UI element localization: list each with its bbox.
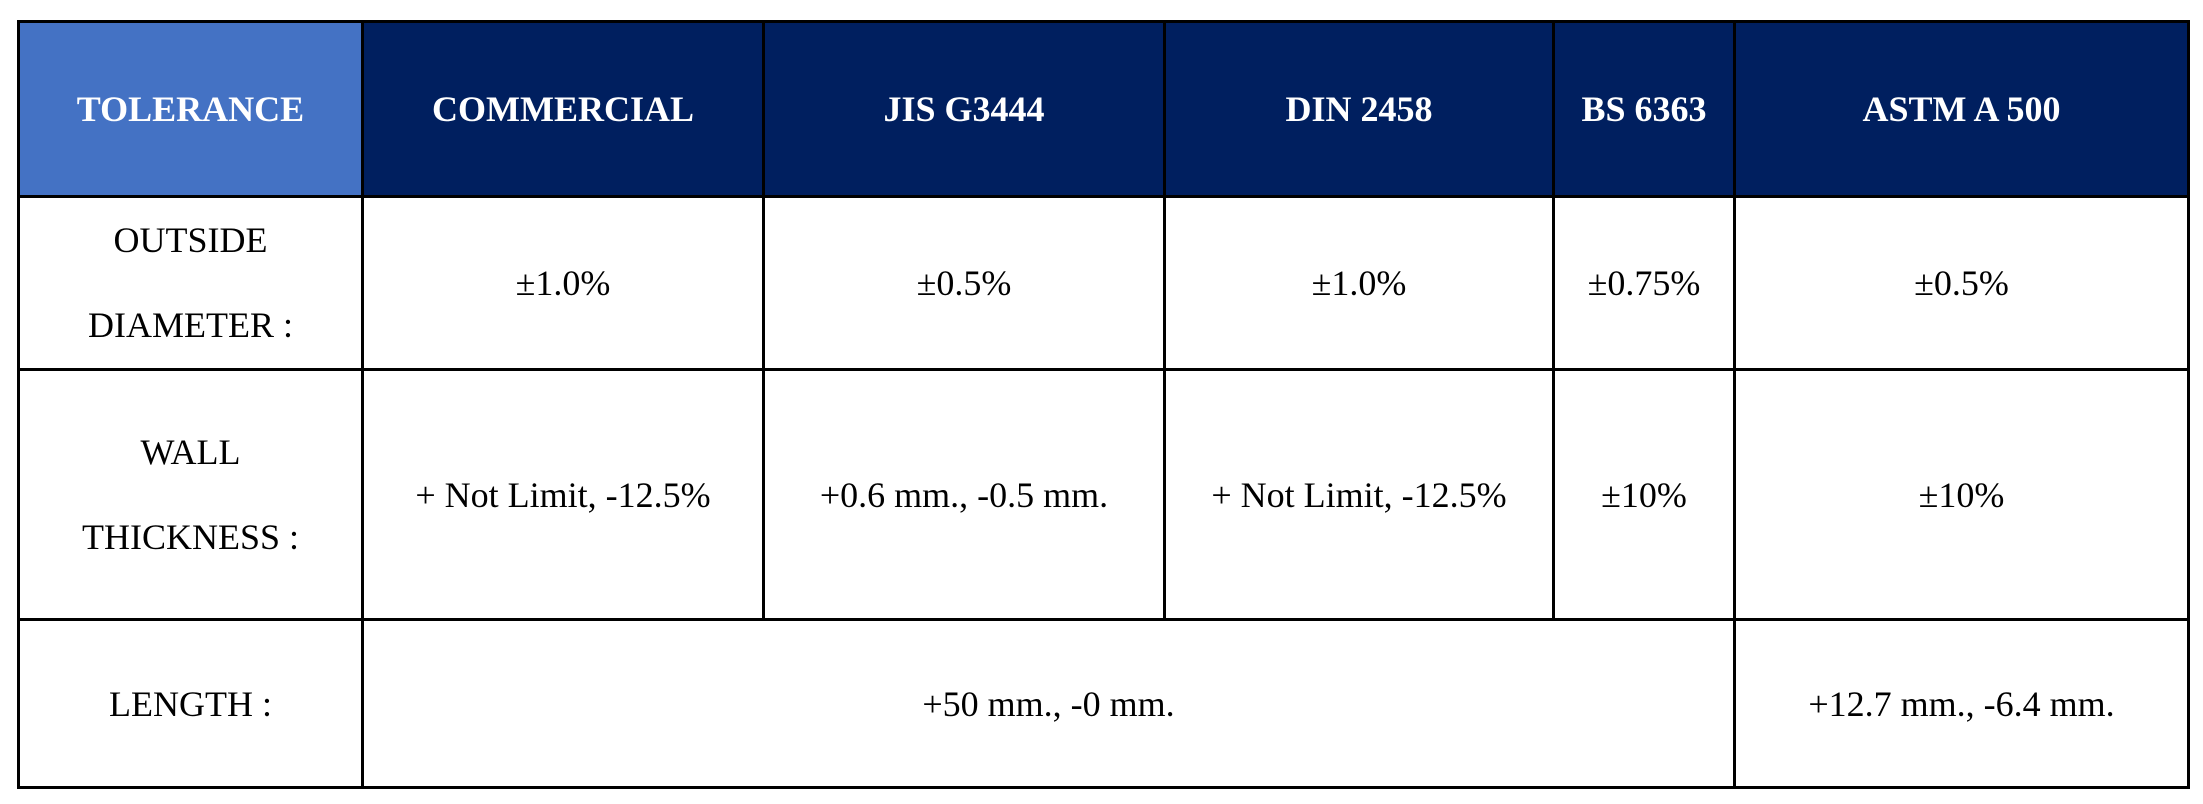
length-row: LENGTH : +50 mm., -0 mm. +12.7 mm., -6.4… [17,618,2190,789]
wall-thickness-row: WALL THICKNESS : + Not Limit, -12.5% +0.… [17,368,2190,621]
outside-diameter-label-line2: DIAMETER : [88,305,293,345]
wt-bs-6363: ±10% [1552,368,1736,621]
outside-diameter-label-line1: OUTSIDE [113,220,268,260]
header-row: TOLERANCE COMMERCIAL JIS G3444 DIN 2458 … [17,20,2190,198]
wt-commercial: + Not Limit, -12.5% [361,368,765,621]
outside-diameter-row: OUTSIDE DIAMETER : ±1.0% ±0.5% ±1.0% ±0.… [17,195,2190,371]
wall-thickness-label-line2: THICKNESS : [81,516,300,557]
length-label: LENGTH : [17,618,364,789]
outside-diameter-label: OUTSIDE DIAMETER : [17,195,364,371]
tolerance-table: TOLERANCE COMMERCIAL JIS G3444 DIN 2458 … [17,20,2190,789]
length-merged-value: +50 mm., -0 mm. [361,618,1736,789]
od-commercial: ±1.0% [361,195,765,371]
od-bs-6363: ±0.75% [1552,195,1736,371]
wt-din-2458: + Not Limit, -12.5% [1163,368,1555,621]
od-din-2458: ±1.0% [1163,195,1555,371]
wt-astm-a500: ±10% [1733,368,2190,621]
header-bs-6363: BS 6363 [1552,20,1736,198]
od-jis-g3444: ±0.5% [762,195,1166,371]
header-astm-a500: ASTM A 500 [1733,20,2190,198]
header-din-2458: DIN 2458 [1163,20,1555,198]
wall-thickness-label: WALL THICKNESS : [17,368,364,621]
header-jis-g3444: JIS G3444 [762,20,1166,198]
header-tolerance: TOLERANCE [17,20,364,198]
header-commercial: COMMERCIAL [361,20,765,198]
od-astm-a500: ±0.5% [1733,195,2190,371]
wt-jis-g3444: +0.6 mm., -0.5 mm. [762,368,1166,621]
wall-thickness-label-line1: WALL [140,431,241,472]
length-astm-a500: +12.7 mm., -6.4 mm. [1733,618,2190,789]
